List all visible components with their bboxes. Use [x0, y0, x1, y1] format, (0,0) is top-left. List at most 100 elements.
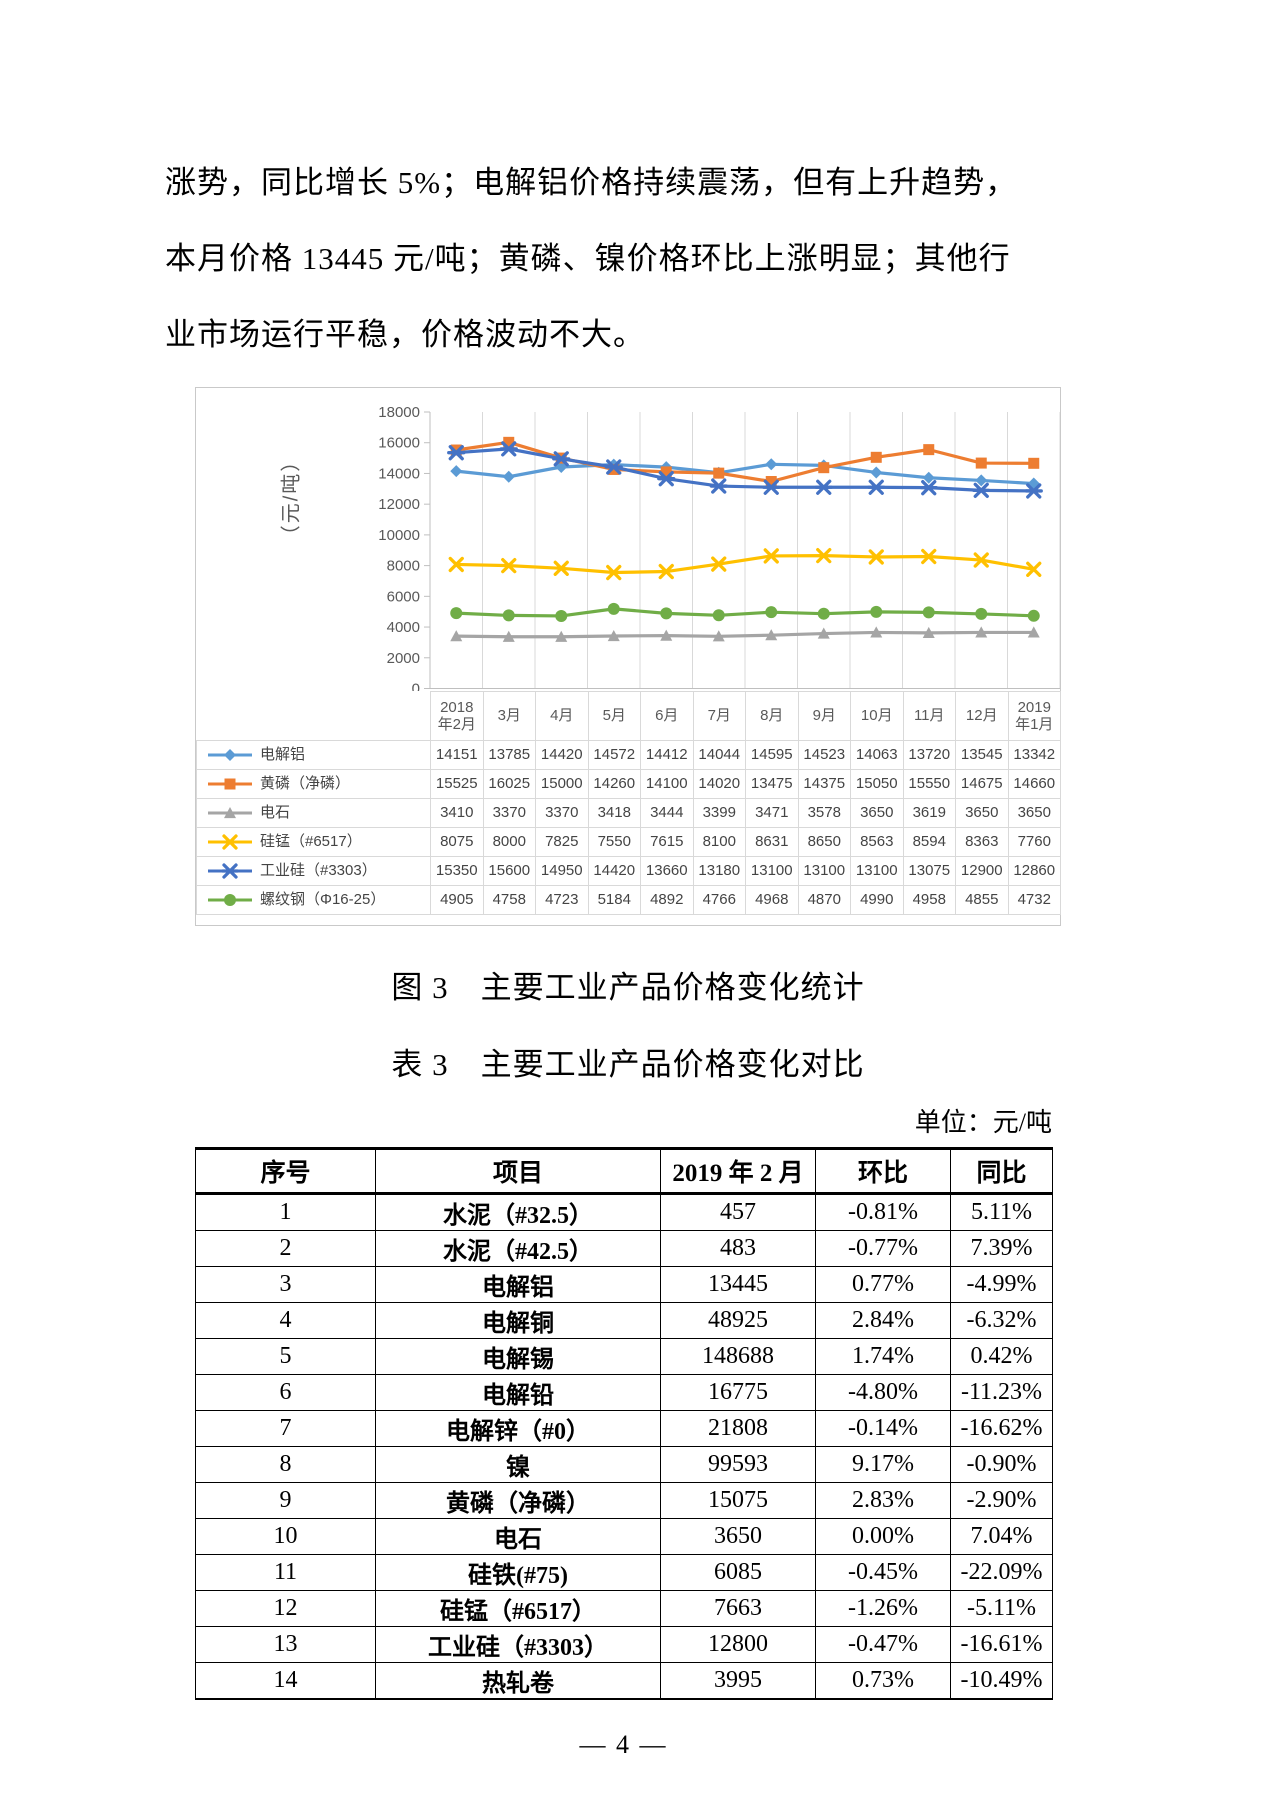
legend-value-cell: 13475 [745, 769, 799, 799]
legend-value-cell: 15350 [430, 856, 484, 886]
y-axis-tick-label: 12000 [378, 496, 420, 513]
column-header: 序号 [195, 1147, 376, 1195]
series-line-螺纹钢（Φ16-25） [456, 607, 1034, 618]
figure-caption: 图 3 主要工业产品价格变化统计 [391, 970, 865, 1005]
legend-label-cell: 螺纹钢（Φ16-25） [196, 885, 431, 915]
legend-value-cell: 14950 [535, 856, 589, 886]
index-cell: 9 [195, 1482, 376, 1519]
legend-value-cell: 13545 [955, 740, 1009, 770]
circle-marker-icon [208, 894, 252, 906]
mom-cell: -0.14% [815, 1410, 951, 1447]
item-cell: 水泥（#42.5） [375, 1230, 661, 1267]
mom-cell: 0.77% [815, 1266, 951, 1303]
legend-value-cell: 4855 [955, 885, 1009, 915]
legend-value-cell: 4905 [430, 885, 484, 915]
legend-row: 工业硅（#3303） 15350 15600 14950 14420 13660 13180… [196, 856, 1061, 886]
series-line-电解铝 [456, 462, 1034, 486]
column-header: 2019 年 2 月 [660, 1147, 816, 1195]
mom-cell: -0.47% [815, 1626, 951, 1663]
legend-value-cell: 8000 [482, 827, 536, 857]
y-axis-tick-label: 4000 [387, 619, 420, 636]
index-cell: 11 [195, 1554, 376, 1591]
legend-value-cell: 13100 [797, 856, 851, 886]
legend-value-cell: 14020 [692, 769, 746, 799]
legend-value-cell: 14572 [587, 740, 641, 770]
price-cell: 7663 [660, 1590, 816, 1627]
legend-value-cell: 14151 [430, 740, 484, 770]
index-cell: 2 [195, 1230, 376, 1267]
x-axis-category-label: 8月 [745, 691, 799, 741]
x-marker-icon [208, 834, 252, 850]
legend-value-cell: 8631 [745, 827, 799, 857]
legend-value-cell: 3578 [797, 798, 851, 828]
index-cell: 13 [195, 1626, 376, 1663]
legend-value-cell: 15050 [850, 769, 904, 799]
legend-value-cell: 4870 [797, 885, 851, 915]
item-cell: 水泥（#32.5） [375, 1193, 661, 1231]
legend-value-cell: 8100 [692, 827, 746, 857]
mom-cell: 2.84% [815, 1302, 951, 1339]
price-cell: 483 [660, 1230, 816, 1267]
x-axis-category-label: 4月 [535, 691, 589, 741]
y-axis-tick-label: 0 [412, 681, 420, 692]
price-cell: 148688 [660, 1338, 816, 1375]
legend-value-cell: 3370 [535, 798, 589, 828]
legend-value-cell: 3619 [902, 798, 956, 828]
table-row: 4 电解铜 48925 2.84% -6.32% [195, 1302, 1053, 1339]
table-row: 1 水泥（#32.5） 457 -0.81% 5.11% [195, 1193, 1053, 1231]
legend-value-cell: 4723 [535, 885, 589, 915]
legend-value-cell: 14375 [797, 769, 851, 799]
table-row: 10 电石 3650 0.00% 7.04% [195, 1518, 1053, 1555]
legend-value-cell: 16025 [482, 769, 536, 799]
yoy-cell: -5.11% [950, 1590, 1053, 1627]
legend-value-cell: 7550 [587, 827, 641, 857]
table-row: 8 镍 99593 9.17% -0.90% [195, 1446, 1053, 1483]
legend-value-cell: 3410 [430, 798, 484, 828]
price-comparison-table: 序号 项目 2019 年 2 月环比 同比 1 水泥（#32.5） 457 -0.81% 5.1… [195, 1147, 1053, 1700]
legend-series-label: 硅锰（#6517） [260, 833, 362, 851]
table-row: 11 硅铁(#75) 6085 -0.45% -22.09% [195, 1554, 1053, 1591]
item-cell: 硅锰（#6517） [375, 1590, 661, 1627]
y-axis-tick-label: 8000 [387, 558, 420, 575]
column-header: 环比 [815, 1147, 951, 1195]
mom-cell: -1.26% [815, 1590, 951, 1627]
legend-value-cell: 7615 [640, 827, 694, 857]
mom-cell: 0.00% [815, 1518, 951, 1555]
mom-cell: 9.17% [815, 1446, 951, 1483]
table-row: 12 硅锰（#6517） 7663 -1.26% -5.11% [195, 1590, 1053, 1627]
yoy-cell: -11.23% [950, 1374, 1053, 1411]
price-cell: 21808 [660, 1410, 816, 1447]
yoy-cell: -6.32% [950, 1302, 1053, 1339]
y-axis-tick-label: 14000 [378, 465, 420, 482]
y-axis-tick-label: 10000 [378, 527, 420, 544]
legend-value-cell: 7825 [535, 827, 589, 857]
legend-series-label: 工业硅（#3303） [260, 862, 377, 880]
legend-series-label: 电解铝 [260, 746, 306, 764]
legend-value-cell: 5184 [587, 885, 641, 915]
line-chart-plot: 0 2000 4000 6000 8000 10000 12000 14000 16000 180… [378, 404, 1060, 692]
legend-value-cell: 14063 [850, 740, 904, 770]
legend-label-cell: 电石 [196, 798, 431, 828]
yoy-cell: -16.61% [950, 1626, 1053, 1663]
legend-value-cell: 14595 [745, 740, 799, 770]
legend-value-cell: 14260 [587, 769, 641, 799]
legend-value-cell: 15600 [482, 856, 536, 886]
legend-value-cell: 4892 [640, 885, 694, 915]
x-axis-category-label: 11月 [902, 691, 956, 741]
x-axis-category-label: 6月 [640, 691, 694, 741]
series-line-黄磷（净磷） [456, 440, 1034, 484]
legend-value-cell: 15550 [902, 769, 956, 799]
table-row: 2 水泥（#42.5） 483 -0.77% 7.39% [195, 1230, 1053, 1267]
legend-series-label: 螺纹钢（Φ16-25） [260, 891, 386, 909]
legend-row: 硅锰（#6517） 8075 8000 7825 7550 7615 8100 8631 865… [196, 827, 1061, 857]
item-cell: 黄磷（净磷） [375, 1482, 661, 1519]
legend-corner-cell [196, 691, 431, 741]
price-cell: 48925 [660, 1302, 816, 1339]
y-axis-tick-label: 18000 [378, 404, 420, 421]
index-cell: 3 [195, 1266, 376, 1303]
index-cell: 12 [195, 1590, 376, 1627]
yoy-cell: 0.42% [950, 1338, 1053, 1375]
legend-value-cell: 12860 [1007, 856, 1061, 886]
page-number: — 4 — [579, 1730, 668, 1759]
legend-value-cell: 13075 [902, 856, 956, 886]
